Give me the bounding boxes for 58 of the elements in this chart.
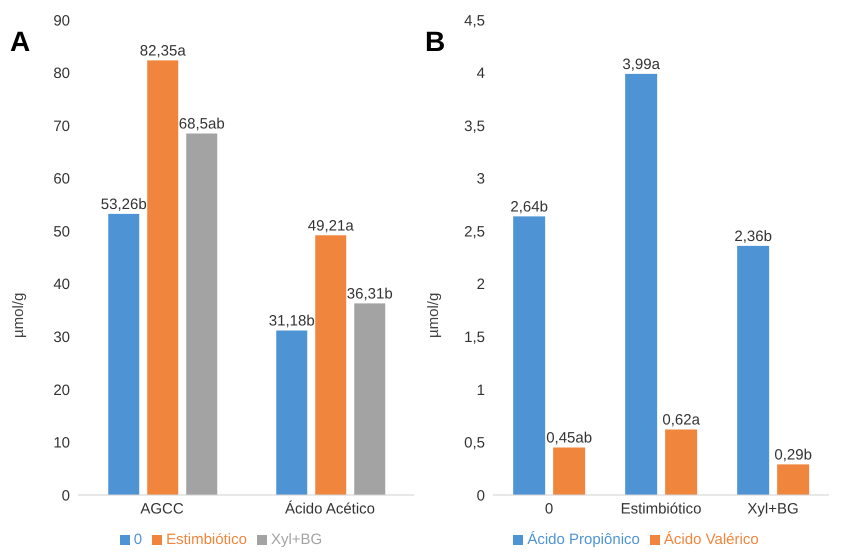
x-tick-label: Estimbiótico [620,500,702,518]
y-tick-label: 0 [62,487,70,504]
y-tick-label: 60 [53,170,70,188]
legend-label: Ácido Propiônico [527,531,640,548]
y-tick-label: 90 [53,12,70,30]
legend-label: Xyl+BG [270,531,322,548]
bar [108,214,140,495]
y-axis-title: µmol/g [425,292,442,338]
data-label: 53,26b [100,196,147,213]
y-tick-label: 80 [53,65,70,82]
bar [186,133,218,495]
y-tick-label: 50 [53,223,70,240]
y-tick-label: 20 [53,382,70,399]
legend-label: Estimbiótico [166,531,247,548]
data-label: 31,18b [268,312,315,330]
chart-title: A [10,26,30,58]
y-tick-label: 3 [476,170,485,188]
x-tick-label: 0 [544,500,554,518]
data-label: 2,36b [734,228,772,245]
bar [276,330,308,495]
y-tick-label: 1,5 [464,328,485,346]
data-label: 3,99a [622,56,661,73]
bar [147,60,178,495]
y-tick-label: 0 [476,487,485,504]
x-tick-label: Xyl+BG [747,500,799,518]
bar [777,464,810,495]
x-tick-label: Ácido Acético [284,500,376,518]
data-label: 0,62a [662,412,701,429]
data-label: 0,29b [774,446,812,464]
bar [553,448,586,495]
data-label: 36,31b [346,285,393,302]
bar [315,235,346,495]
y-tick-label: 4,5 [464,12,485,30]
y-tick-label: 70 [53,118,70,135]
bar [354,303,386,495]
y-tick-label: 3,5 [464,118,485,135]
y-tick-label: 4 [476,65,485,82]
y-axis-title: µmol/g [10,292,27,338]
y-tick-label: 1 [476,382,485,399]
y-tick-label: 2 [476,276,485,294]
bar [737,246,770,495]
y-tick-label: 40 [53,276,70,294]
y-tick-label: 30 [53,328,70,346]
data-label: 68,5ab [178,115,225,132]
bar [665,430,698,495]
legend-label: 0 [134,531,142,548]
data-label: 2,64b [510,198,548,216]
bar [513,216,546,495]
chart-title: B [425,26,446,58]
data-label: 0,45ab [546,430,592,446]
data-label: 49,21a [308,217,354,234]
x-tick-label: AGCC [140,500,184,518]
data-label: 82,35a [140,42,186,60]
y-tick-label: 0,5 [464,434,485,452]
y-tick-label: 10 [53,434,70,452]
y-tick-label: 2,5 [464,223,485,240]
bar [625,74,658,495]
legend-label: Ácido Valérico [664,531,759,548]
